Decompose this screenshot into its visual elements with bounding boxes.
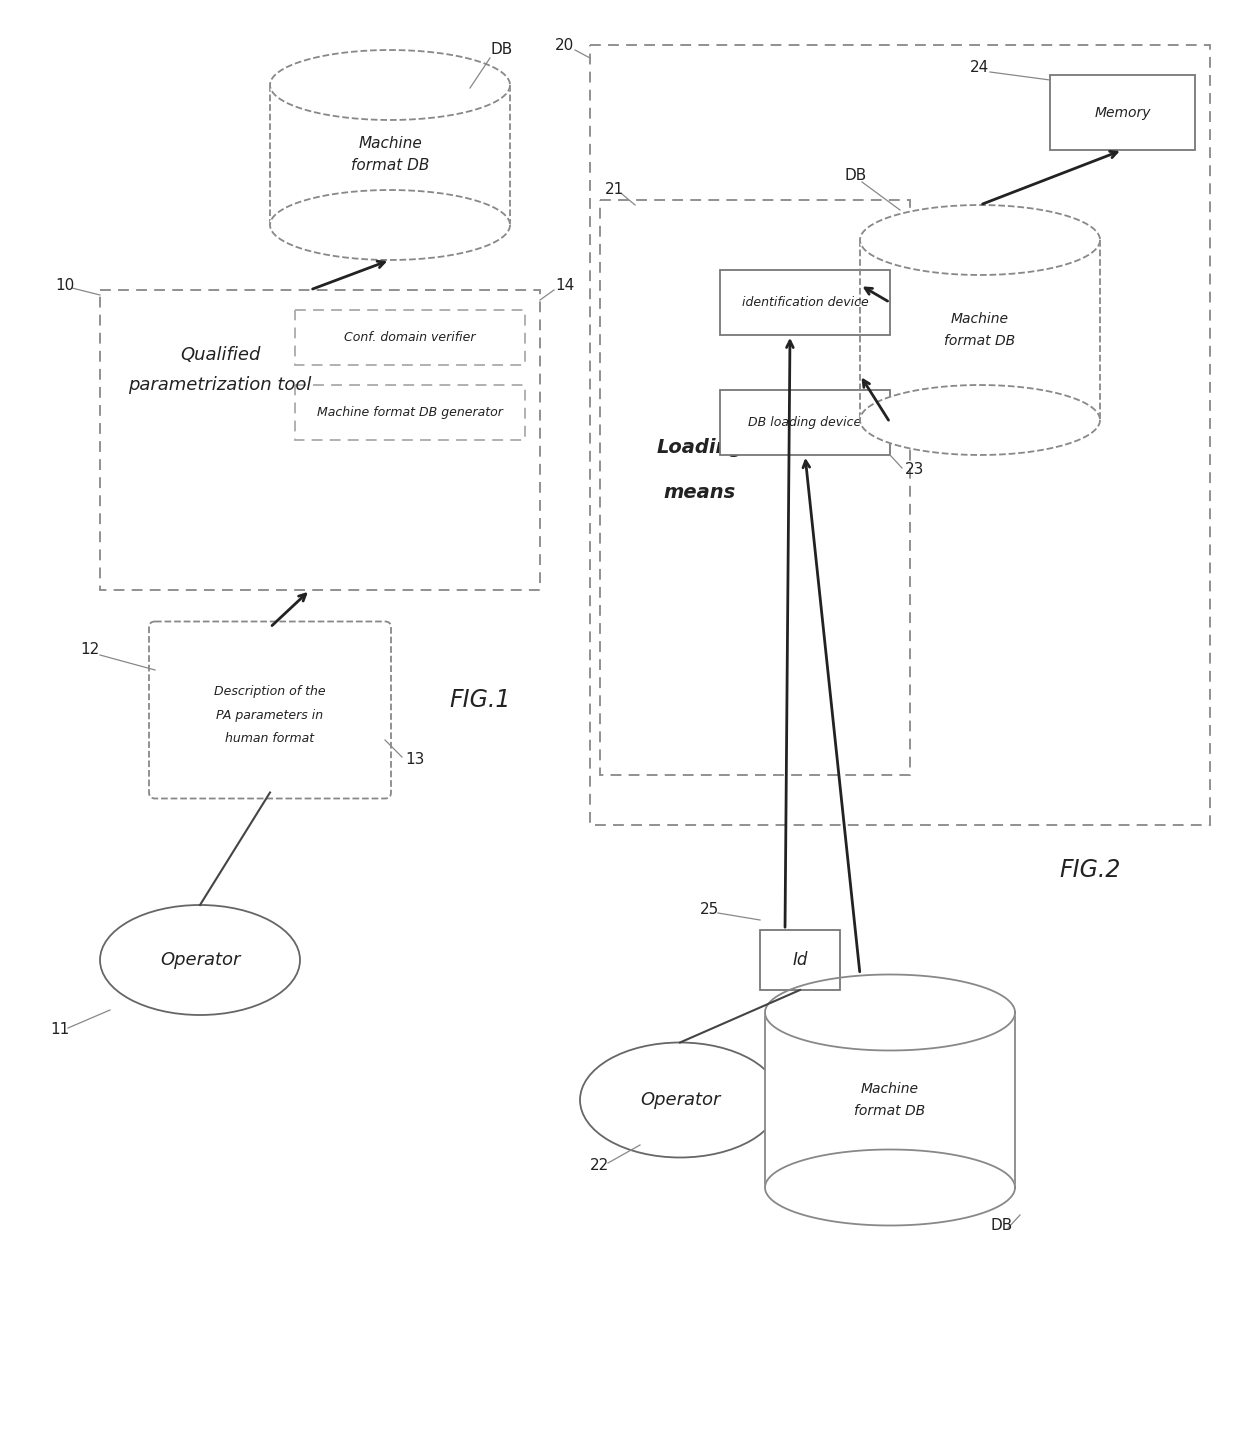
Text: Operator: Operator [640, 1092, 720, 1109]
Polygon shape [270, 190, 510, 260]
Text: format DB: format DB [854, 1105, 925, 1118]
Polygon shape [765, 975, 1016, 1051]
Polygon shape [765, 1149, 1016, 1226]
Text: DB: DB [490, 42, 512, 58]
Text: 20: 20 [556, 37, 574, 52]
Text: Id: Id [792, 952, 807, 969]
Text: 11: 11 [50, 1022, 69, 1037]
Text: format DB: format DB [945, 335, 1016, 348]
FancyBboxPatch shape [760, 930, 839, 991]
Text: 21: 21 [605, 183, 624, 198]
Text: FIG.1: FIG.1 [449, 688, 511, 712]
Text: DB loading device: DB loading device [749, 415, 862, 430]
Text: FIG.2: FIG.2 [1059, 858, 1121, 883]
Text: means: means [663, 483, 737, 502]
Text: Machine: Machine [358, 137, 422, 151]
Text: identification device: identification device [742, 296, 868, 309]
Polygon shape [861, 205, 1100, 275]
Text: Qualified: Qualified [180, 346, 260, 363]
FancyBboxPatch shape [600, 200, 910, 774]
Text: 22: 22 [590, 1158, 609, 1172]
Text: human format: human format [226, 731, 315, 744]
Text: 12: 12 [81, 643, 99, 658]
FancyBboxPatch shape [295, 385, 525, 440]
FancyBboxPatch shape [100, 290, 539, 590]
FancyBboxPatch shape [720, 389, 890, 456]
Text: 10: 10 [55, 277, 74, 293]
Text: 25: 25 [701, 903, 719, 917]
Text: 14: 14 [556, 277, 574, 293]
FancyBboxPatch shape [1050, 75, 1195, 150]
Text: parametrization tool: parametrization tool [128, 376, 311, 394]
Text: 13: 13 [405, 753, 424, 767]
Text: PA parameters in: PA parameters in [217, 708, 324, 721]
FancyBboxPatch shape [720, 270, 890, 335]
Text: Description of the: Description of the [215, 685, 326, 698]
Text: Loading: Loading [656, 438, 744, 457]
Bar [765, 1012, 1016, 1188]
Ellipse shape [100, 906, 300, 1015]
Polygon shape [861, 385, 1100, 456]
Text: Machine format DB generator: Machine format DB generator [317, 407, 503, 420]
Text: Memory: Memory [1094, 105, 1151, 120]
Polygon shape [270, 50, 510, 120]
Text: Machine: Machine [861, 1082, 919, 1096]
Text: Machine: Machine [951, 311, 1009, 326]
Text: DB: DB [844, 167, 867, 183]
Text: 23: 23 [905, 463, 924, 477]
Text: DB: DB [990, 1217, 1012, 1233]
Text: Conf. domain verifier: Conf. domain verifier [345, 332, 476, 345]
FancyBboxPatch shape [295, 310, 525, 365]
Bar [861, 239, 1100, 420]
Ellipse shape [580, 1043, 780, 1158]
Text: format DB: format DB [351, 159, 429, 173]
Bar [270, 85, 510, 225]
Text: Operator: Operator [160, 952, 241, 969]
FancyBboxPatch shape [149, 622, 391, 799]
FancyBboxPatch shape [590, 45, 1210, 825]
Text: 24: 24 [970, 61, 990, 75]
